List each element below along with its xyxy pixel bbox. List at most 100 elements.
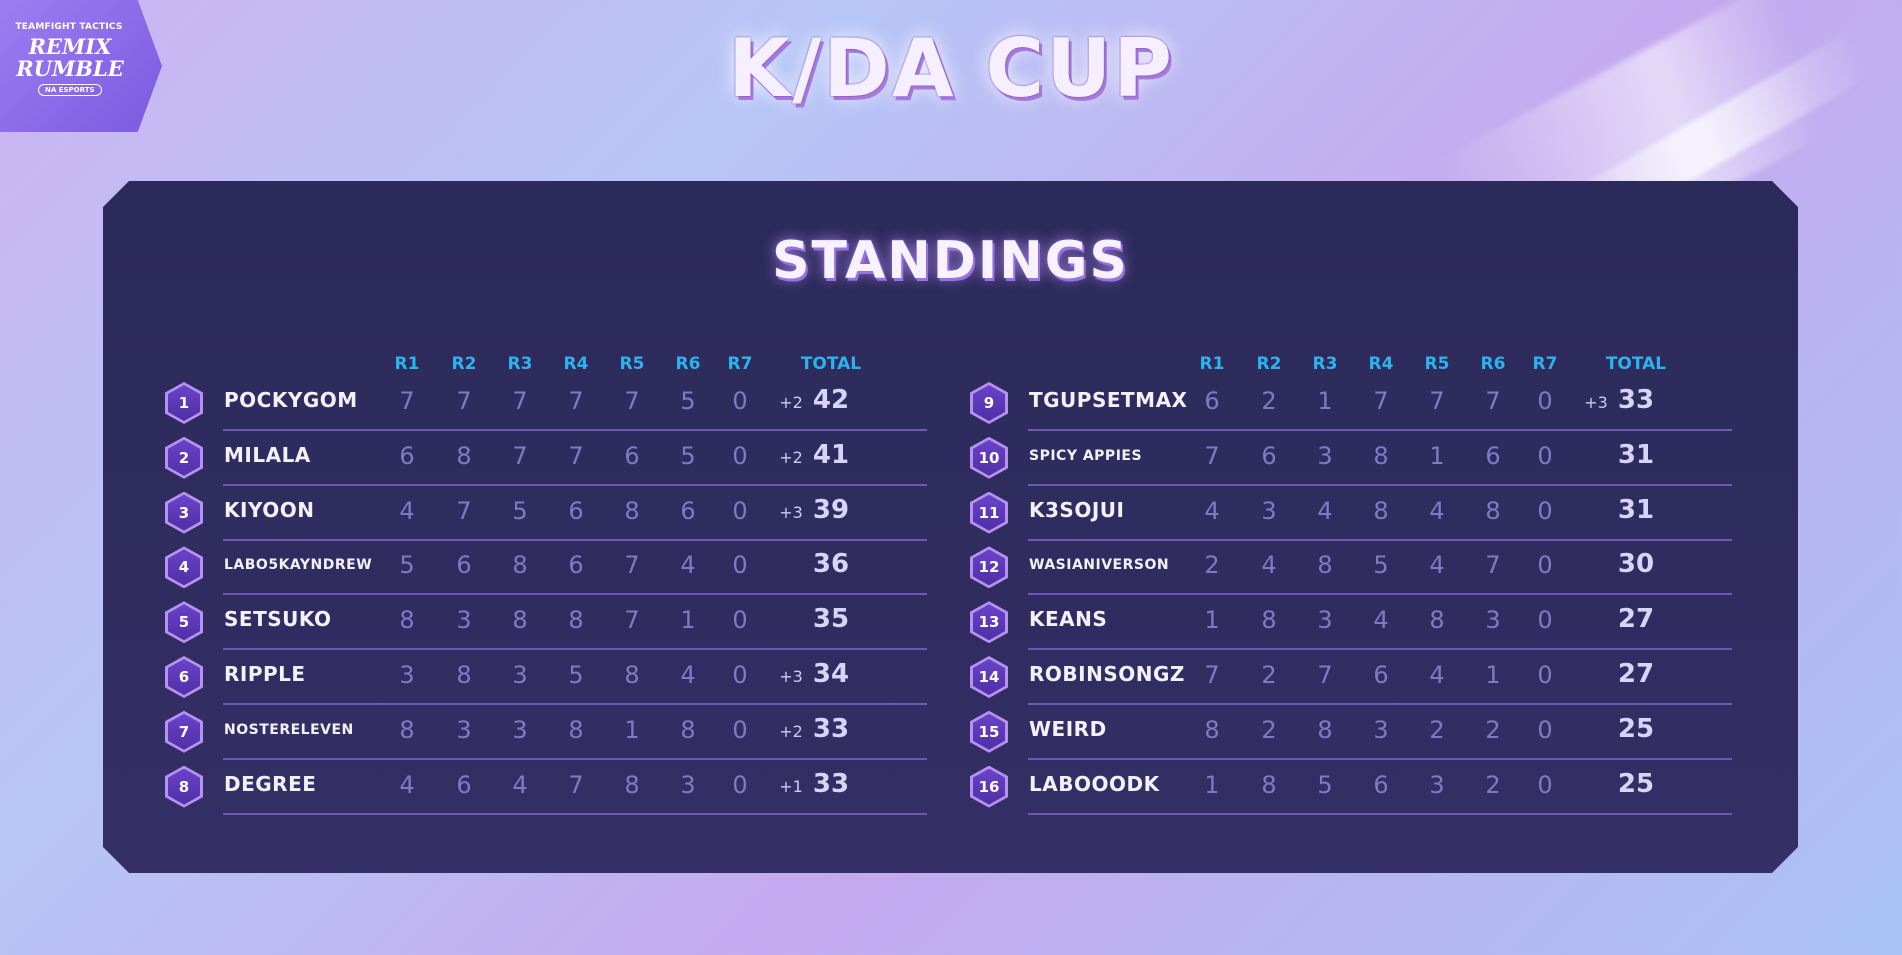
player-name: SETSUKO [224,607,332,632]
round-4-score: 7 [568,770,584,799]
rank-number: 6 [168,659,200,695]
row-divider [1028,703,1732,705]
round-5-score: 4 [1429,551,1445,580]
round-3-score: 8 [512,551,528,580]
rank-number: 16 [973,769,1005,805]
bonus-points: +3 [1584,393,1608,412]
round-3-score: 1 [1317,387,1333,415]
round-5-score: 1 [1429,441,1445,470]
rank-badge: 15 [970,711,1008,753]
rank-badge: 2 [165,437,203,479]
column-header-7: R7 [1532,354,1558,374]
round-2-score: 7 [456,387,472,415]
round-6-score: 7 [1485,387,1501,415]
bonus-points: +2 [779,393,803,412]
round-1-score: 7 [1204,661,1220,689]
round-7-score: 0 [1537,496,1553,525]
round-6-score: 1 [680,606,696,635]
row-divider [223,593,927,595]
rank-number: 12 [973,549,1005,585]
total-points: 33 [812,768,850,799]
logo-word-1: REMIX [28,34,112,59]
round-6-score: 7 [1485,551,1501,580]
rank-number: 14 [973,659,1005,695]
round-1-score: 7 [399,387,415,415]
round-7-score: 0 [732,441,748,470]
round-6-score: 4 [680,551,696,580]
rank-number: 8 [168,769,200,805]
round-7-score: 0 [732,496,748,525]
round-7-score: 0 [732,387,748,415]
rank-badge: 9 [970,382,1008,424]
round-3-score: 4 [1317,496,1333,525]
bonus-points: +1 [779,776,803,796]
round-4-score: 3 [1373,715,1389,744]
logo-wordmark: REMIX RUMBLE [6,36,134,80]
column-header-1: R1 [1199,354,1225,374]
total-points: 27 [1617,604,1655,635]
column-header-4: R4 [1368,354,1394,374]
rank-badge: 7 [165,711,203,753]
round-2-score: 8 [1261,606,1277,635]
rank-badge: 8 [165,766,203,808]
column-header-6: R6 [675,354,701,374]
column-header-3: R3 [507,354,533,374]
rank-number: 10 [973,440,1005,476]
round-1-score: 4 [1204,496,1220,525]
round-7-score: 0 [1537,661,1553,689]
round-3-score: 5 [1317,770,1333,799]
column-header-4: R4 [563,354,589,374]
round-7-score: 0 [732,606,748,635]
round-2-score: 6 [456,551,472,580]
round-5-score: 8 [624,496,640,525]
round-7-score: 0 [732,661,748,689]
bonus-points: +3 [779,667,803,686]
round-4-score: 6 [568,551,584,580]
round-7-score: 0 [732,770,748,799]
round-6-score: 6 [680,496,696,525]
round-5-score: 8 [1429,606,1445,635]
row-divider [223,484,927,486]
player-name: WASIANIVERSON [1029,557,1170,574]
standings-row: 5 SETSUKO 8 3 8 8 7 1 0 35 [163,601,943,655]
logo-word-2: RUMBLE [16,56,124,81]
player-name: TGUPSETMAX [1029,388,1188,412]
column-header-5: R5 [1424,354,1450,374]
total-points: 35 [812,604,850,635]
row-divider [223,813,927,815]
standings-row: 6 RIPPLE 3 8 3 5 8 4 0 +3 34 [163,656,943,710]
rank-badge: 4 [165,546,203,588]
total-points: 31 [1617,494,1655,525]
rank-number: 9 [973,385,1005,421]
round-1-score: 5 [399,551,415,580]
player-name: KEANS [1029,607,1108,632]
round-4-score: 8 [1373,496,1389,525]
total-points: 25 [1617,713,1655,744]
round-6-score: 1 [1485,661,1501,689]
standings-row: 15 WEIRD 8 2 8 3 2 2 0 25 [968,711,1748,765]
round-2-score: 6 [456,770,472,799]
round-1-score: 3 [399,661,415,689]
standings-panel: STANDINGS R1 R2 R3 R4 R5 R6 R7 TOTAL 1 POCKYGOM 7 7… [103,181,1798,873]
player-name: K3SOJUI [1029,497,1125,522]
round-2-score: 3 [1261,496,1277,525]
player-name: NOSTERELEVEN [224,721,354,738]
round-3-score: 5 [512,496,528,525]
standings-row: 10 SPICY APPIES 7 6 3 8 1 6 0 31 [968,437,1748,491]
logo-subtitle: TEAMFIGHT TACTICS [15,22,123,32]
round-6-score: 5 [680,441,696,470]
round-7-score: 0 [732,551,748,580]
total-points: 41 [812,439,850,470]
rank-number: 13 [973,604,1005,640]
rank-badge: 11 [970,492,1008,534]
round-6-score: 8 [1485,496,1501,525]
round-1-score: 6 [399,441,415,470]
round-3-score: 8 [1317,551,1333,580]
round-4-score: 8 [1373,441,1389,470]
row-divider [1028,758,1732,760]
round-5-score: 7 [624,606,640,635]
rank-badge: 3 [165,492,203,534]
round-2-score: 3 [456,606,472,635]
rank-number: 11 [973,495,1005,531]
round-1-score: 7 [1204,441,1220,470]
